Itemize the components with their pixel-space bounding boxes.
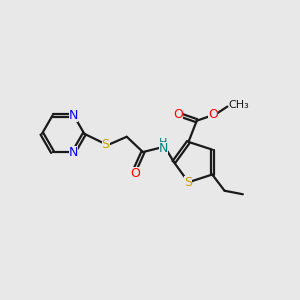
Text: O: O (130, 167, 140, 180)
Text: O: O (208, 108, 218, 121)
Text: O: O (174, 108, 183, 121)
Text: N: N (159, 142, 168, 155)
Text: N: N (69, 109, 78, 122)
Text: S: S (184, 176, 193, 189)
Text: H: H (159, 138, 168, 148)
Text: S: S (101, 138, 110, 151)
Text: N: N (69, 146, 78, 159)
Text: CH₃: CH₃ (229, 100, 249, 110)
